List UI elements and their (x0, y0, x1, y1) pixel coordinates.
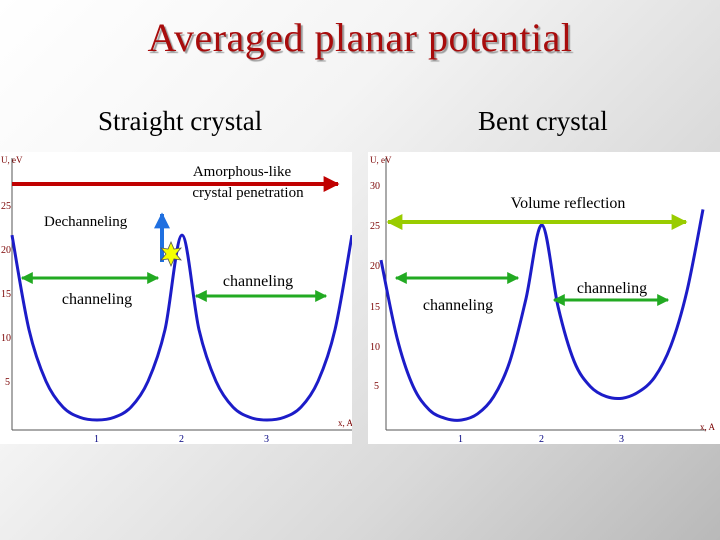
channeling-label-1: channeling (423, 297, 493, 314)
ytick-5: 5 (374, 381, 379, 392)
ytick-25: 25 (1, 201, 11, 212)
subtitle-bent-crystal: Bent crystal (478, 106, 608, 136)
xtick-2: 2 (539, 434, 544, 444)
ytick-25: 25 (370, 221, 380, 232)
volume-reflection-label: Volume reflection (511, 195, 626, 212)
channeling-label-1: channeling (62, 291, 132, 308)
xtick-3: 3 (264, 434, 269, 444)
bent-crystal-svg: U, eV x, A 30 25 20 15 10 5 1 2 3 Volume… (370, 155, 716, 444)
x-axis-label: x, A (338, 418, 352, 428)
ytick-20: 20 (1, 245, 11, 256)
ytick-30: 30 (370, 181, 380, 192)
bent-crystal-plot: U, eV x, A 30 25 20 15 10 5 1 2 3 Volume… (368, 152, 720, 444)
xtick-2: 2 (179, 434, 184, 444)
xtick-1: 1 (94, 434, 99, 444)
ytick-20: 20 (370, 261, 380, 272)
slide-title: Averaged planar potential (147, 15, 573, 60)
potential-curve-straight (10, 233, 352, 422)
channeling-label-2: channeling (577, 280, 647, 297)
xtick-1: 1 (458, 434, 463, 444)
dechanneling-label: Dechanneling (44, 214, 128, 230)
collision-star-icon (160, 240, 182, 268)
amorphous-label-line1: Amorphous-like (193, 164, 292, 180)
channeling-label-2: channeling (223, 273, 293, 290)
ytick-15: 15 (370, 302, 380, 313)
y-axis-label: U, eV (1, 155, 23, 165)
y-axis-label: U, eV (370, 155, 392, 165)
ytick-5: 5 (5, 377, 10, 388)
xtick-3: 3 (619, 434, 624, 444)
ytick-15: 15 (1, 289, 11, 300)
straight-crystal-svg: U, eV x, A 25 20 15 10 5 1 2 3 Amorphous… (1, 155, 352, 444)
ytick-10: 10 (1, 333, 11, 344)
amorphous-label-line2: crystal penetration (192, 185, 304, 201)
potential-curve-bent (379, 209, 705, 422)
x-axis-label: x, A (700, 422, 716, 432)
subtitle-straight-crystal: Straight crystal (98, 106, 263, 136)
straight-crystal-plot: U, eV x, A 25 20 15 10 5 1 2 3 Amorphous… (0, 152, 352, 444)
ytick-10: 10 (370, 342, 380, 353)
